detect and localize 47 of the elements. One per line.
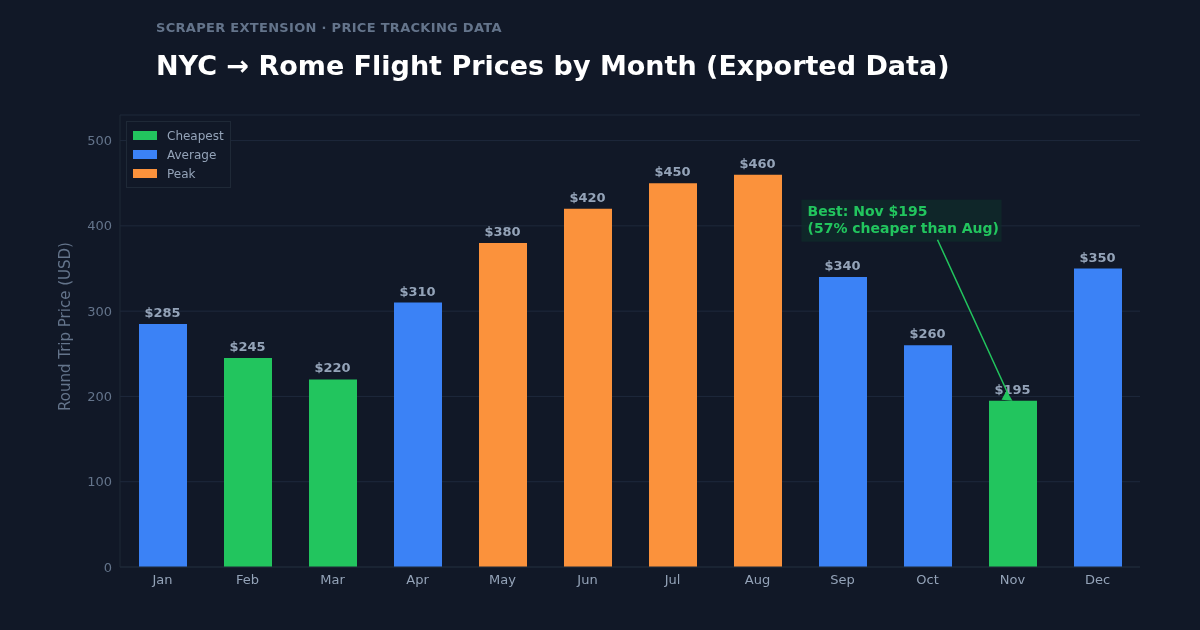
data-label: $310 — [399, 283, 436, 299]
x-tick-label: Feb — [235, 572, 260, 588]
bar — [734, 174, 782, 567]
annotation: Best: Nov $195 (57% cheaper than Aug) — [807, 202, 999, 236]
x-tick-label: Mar — [320, 572, 346, 588]
legend-label: Peak — [167, 166, 196, 181]
y-tick-label: 100 — [87, 474, 112, 490]
data-label: $340 — [824, 258, 861, 274]
x-tick-label: Jun — [576, 572, 598, 588]
bar — [479, 242, 527, 567]
chart-title: NYC → Rome Flight Prices by Month (Exported Data) — [156, 50, 950, 81]
y-tick-label: 400 — [87, 218, 112, 234]
x-tick-label: May — [489, 572, 517, 588]
bar — [564, 208, 612, 567]
x-tick-label: Jan — [151, 572, 173, 588]
x-tick-label: Aug — [744, 572, 771, 588]
y-tick-label: 300 — [87, 303, 112, 319]
legend-label: Cheapest — [167, 128, 224, 143]
data-label: $460 — [739, 155, 776, 171]
y-axis-title: Round Trip Price (USD) — [56, 242, 75, 411]
bar — [904, 345, 952, 567]
bar — [139, 323, 187, 567]
x-tick-label: Nov — [999, 572, 1026, 588]
chart-subtitle: SCRAPER EXTENSION · PRICE TRACKING DATA — [156, 20, 502, 35]
data-label: $260 — [909, 326, 946, 342]
bar — [819, 277, 867, 567]
bar — [224, 358, 272, 567]
legend-label: Average — [167, 147, 217, 162]
bar — [649, 183, 697, 567]
bar — [1074, 268, 1122, 567]
x-tick-label: Oct — [916, 572, 939, 588]
y-tick-label: 200 — [87, 389, 112, 405]
data-label: $380 — [484, 223, 521, 239]
x-tick-label: Dec — [1084, 572, 1111, 588]
x-tick-label: Jul — [663, 572, 681, 588]
y-tick-label: 0 — [103, 559, 112, 575]
bar — [394, 302, 442, 567]
data-label: $350 — [1079, 249, 1116, 265]
x-tick-label: Sep — [830, 572, 855, 588]
x-tick-label: Apr — [406, 572, 430, 588]
data-label: $285 — [144, 304, 181, 320]
data-label: $245 — [229, 339, 266, 355]
y-tick-label: 500 — [87, 133, 112, 149]
data-label: $450 — [654, 164, 691, 180]
data-label: $220 — [314, 360, 351, 376]
bar — [309, 379, 357, 567]
data-label: $420 — [569, 189, 606, 205]
